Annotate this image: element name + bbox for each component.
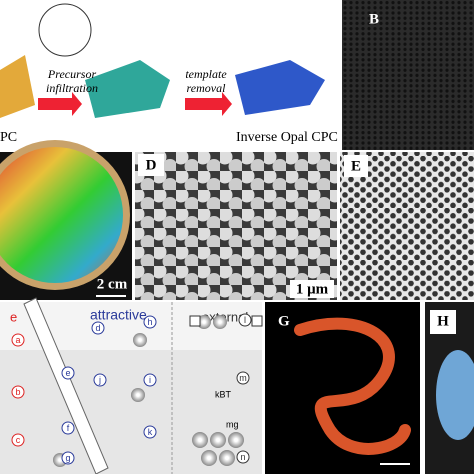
step-letter: b — [15, 387, 20, 397]
step-letter: m — [239, 373, 247, 383]
panel-label: G — [278, 313, 290, 329]
letter-circle — [236, 371, 250, 385]
letter-circle — [143, 315, 157, 329]
panel-label: E — [351, 158, 361, 174]
letter-circle — [61, 451, 75, 465]
symbol: kBT — [215, 389, 232, 399]
inverse-opal — [235, 60, 325, 115]
panel-label: B — [369, 11, 379, 27]
sphere — [131, 388, 145, 402]
panel-b — [342, 0, 474, 150]
letter-circle — [143, 373, 157, 387]
letter-circle — [238, 313, 252, 327]
heading: attractive — [90, 307, 147, 323]
label-box — [430, 310, 456, 334]
dragon — [294, 317, 411, 455]
letter-circle — [61, 421, 75, 435]
step-letter: e — [65, 368, 70, 378]
wafer — [0, 147, 123, 283]
caption: Inverse Opal CPC — [236, 130, 338, 145]
opal — [0, 55, 35, 118]
liquid — [0, 350, 262, 474]
letter-circle — [236, 450, 250, 464]
step-letter: f — [67, 423, 70, 433]
heading: e — [10, 309, 17, 324]
box — [189, 315, 201, 327]
label-box — [138, 154, 164, 176]
sphere — [219, 450, 235, 466]
step-letter: a — [15, 335, 20, 345]
letter-circle — [61, 366, 75, 380]
step-letter: g — [65, 453, 70, 463]
infiltrated-opal — [85, 60, 170, 118]
sphere — [201, 450, 217, 466]
label-box — [344, 155, 368, 177]
step-letter: n — [240, 452, 245, 462]
sphere — [228, 432, 244, 448]
step-text: infiltration — [46, 81, 98, 95]
letter-circle — [11, 385, 25, 399]
letter-circle — [11, 433, 25, 447]
step-letter: d — [95, 323, 100, 333]
step-text: removal — [187, 81, 227, 95]
caption: PC — [0, 130, 17, 145]
symbol: mg — [226, 419, 239, 429]
step-letter: h — [147, 317, 152, 327]
step-letter: c — [16, 435, 21, 445]
step-letter: l — [244, 315, 246, 325]
letter-circle — [93, 373, 107, 387]
sphere — [210, 432, 226, 448]
scale-text: 2 cm — [97, 276, 128, 292]
schematic — [53, 315, 263, 467]
sphere — [133, 333, 147, 347]
step-text: Precursor — [47, 67, 97, 81]
substrate — [23, 297, 109, 474]
letter-circle — [143, 425, 157, 439]
box — [251, 315, 263, 327]
glove — [436, 350, 474, 440]
step-letter: k — [148, 427, 153, 437]
sphere — [213, 315, 227, 329]
step-text: template — [185, 67, 227, 81]
arrow-2 — [185, 92, 232, 116]
arrow-1 — [38, 92, 82, 116]
zoom-circle — [38, 3, 92, 57]
label-box — [290, 280, 334, 298]
letter-circle — [11, 333, 25, 347]
step-letter: i — [149, 375, 151, 385]
sphere — [192, 432, 208, 448]
letter-circle — [91, 321, 105, 335]
scale-text: 1 μm — [296, 281, 329, 297]
step-letter: j — [98, 375, 101, 385]
panel-label: H — [437, 313, 449, 329]
panel-label: D — [146, 157, 157, 173]
panel-d — [135, 152, 337, 300]
